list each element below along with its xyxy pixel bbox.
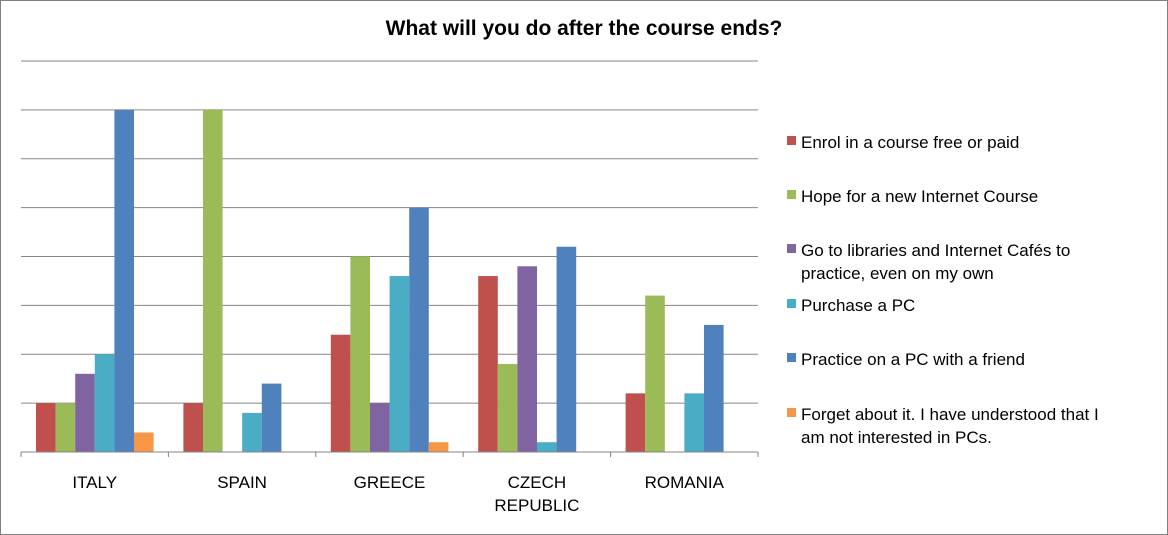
- category-label: ROMANIA: [645, 473, 725, 492]
- bar: [75, 373, 95, 452]
- bar: [370, 403, 390, 452]
- legend-label: Enrol in a course free or paid: [801, 133, 1019, 152]
- bar: [684, 393, 704, 452]
- chart-title: What will you do after the course ends?: [386, 17, 783, 40]
- bar: [704, 324, 724, 452]
- bar: [625, 393, 646, 452]
- bar: [36, 403, 56, 452]
- category-label: SPAIN: [217, 473, 267, 492]
- bar: [94, 354, 115, 452]
- bar: [330, 334, 351, 452]
- gridlines: [21, 60, 758, 404]
- legend-swatch: [787, 190, 796, 199]
- bar: [261, 383, 282, 452]
- bar: [203, 109, 223, 452]
- legend-swatch: [787, 408, 796, 417]
- legend-swatch: [787, 136, 796, 145]
- bar: [350, 256, 370, 452]
- legend-swatch: [787, 244, 796, 253]
- x-axis: [20, 451, 759, 457]
- category-label: REPUBLIC: [494, 496, 579, 515]
- legend-swatch: [787, 299, 796, 308]
- legend: Enrol in a course free or paid Hope for a…: [787, 133, 1099, 447]
- bar: [55, 403, 76, 452]
- category-labels: ITALY SPAIN GREECE CZECH REPUBLIC ROMANIA: [72, 473, 724, 515]
- bars: [36, 109, 724, 452]
- bar: [389, 276, 410, 452]
- legend-label: Go to libraries and Internet Cafés to: [801, 241, 1070, 260]
- bar: [556, 246, 577, 452]
- bar: [537, 442, 557, 452]
- category-label: ITALY: [72, 473, 117, 492]
- bar: [497, 364, 518, 452]
- legend-label: Purchase a PC: [801, 296, 915, 315]
- bar: [478, 276, 498, 452]
- bar: [517, 266, 537, 452]
- bar: [428, 442, 449, 452]
- legend-label: am not interested in PCs.: [801, 428, 992, 447]
- legend-label: Hope for a new Internet Course: [801, 187, 1038, 206]
- bar: [409, 207, 429, 452]
- legend-label: Forget about it. I have understood that …: [801, 405, 1099, 424]
- category-label: CZECH: [508, 473, 567, 492]
- legend-label: Practice on a PC with a friend: [801, 350, 1025, 369]
- legend-label: practice, even on my own: [801, 264, 994, 283]
- bar: [114, 109, 134, 452]
- bar: [134, 432, 154, 452]
- bar: [645, 295, 665, 452]
- legend-swatch: [787, 353, 796, 362]
- bar: [242, 412, 262, 452]
- category-label: GREECE: [354, 473, 426, 492]
- bar: [183, 403, 203, 452]
